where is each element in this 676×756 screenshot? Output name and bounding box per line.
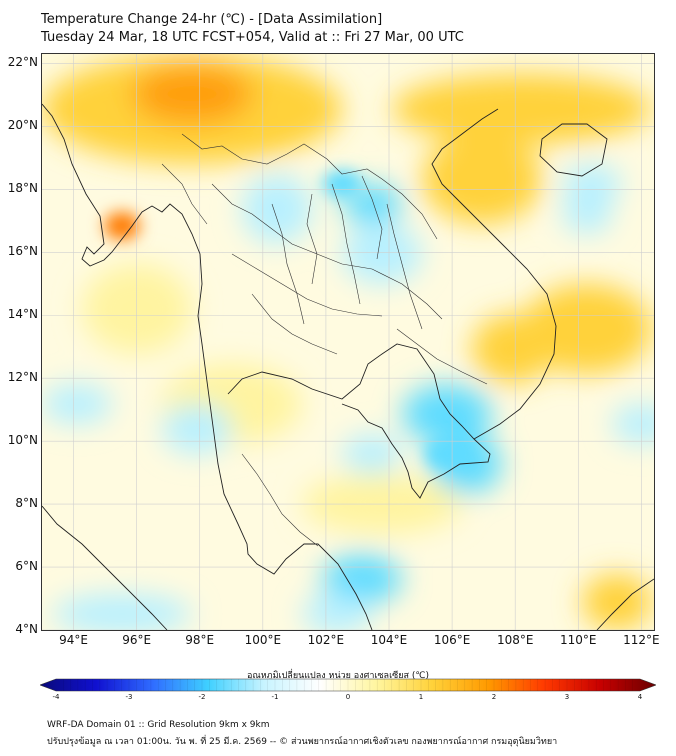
temperature-hotspots	[104, 170, 469, 470]
field-region-warm-1	[392, 74, 652, 144]
field-region-cool-light-20	[302, 594, 372, 630]
lat-label: 6°N	[15, 559, 38, 574]
coastlines-and-borders	[42, 103, 654, 630]
colorbar-tick-label: -4	[52, 693, 60, 701]
colorbar-tick-label: 0	[345, 693, 351, 701]
field-region-cool-light-16	[162, 404, 232, 454]
boundary-vertical-c	[386, 203, 423, 330]
boundary-vertical-e	[361, 175, 383, 260]
lat-label: 10°N	[7, 433, 38, 448]
lon-label: 108°E	[496, 633, 534, 647]
field-region-warm-5	[472, 314, 552, 384]
field-region-cool-10	[342, 184, 402, 224]
coastline-sumatra	[42, 505, 168, 630]
lon-label: 110°E	[560, 633, 597, 647]
field-hotspot-2	[425, 438, 469, 470]
colorbar-gradient	[40, 678, 656, 692]
field-region-warm-light-7	[82, 264, 192, 354]
lon-label: 96°E	[122, 633, 152, 647]
coastline-vietnam	[431, 108, 557, 440]
graticule	[42, 54, 654, 630]
colorbar	[40, 678, 656, 692]
colorbar-tick-label: -1	[271, 693, 279, 701]
lon-label: 106°E	[433, 633, 471, 647]
field-region-cool-light-21	[52, 594, 192, 630]
colorbar-tick-label: 4	[637, 693, 643, 701]
lon-label: 102°E	[307, 633, 345, 647]
field-region-cool-light-23	[562, 194, 612, 234]
lat-label: 12°N	[7, 370, 38, 385]
chart-title: Temperature Change 24-hr (℃) - [Data Ass…	[41, 12, 383, 27]
coastline-west-peninsula	[42, 103, 373, 630]
boundary-vertical-a	[271, 203, 305, 325]
lon-label: 94°E	[59, 633, 88, 647]
coastline-hainan	[539, 123, 608, 177]
field-region-cool-light-11	[342, 224, 422, 284]
boundary-south-central	[251, 293, 338, 355]
footer-model-info: WRF-DA Domain 01 :: Grid Resolution 9km …	[47, 720, 270, 730]
field-region-cool-19	[322, 554, 402, 604]
colorbar-tick-label: 3	[564, 693, 570, 701]
lat-label: 18°N	[7, 181, 38, 196]
field-region-cool-light-15	[342, 434, 402, 474]
boundary-myanmar	[161, 163, 208, 225]
coastline-gulf-east	[227, 343, 491, 499]
field-region-cool-light-17	[42, 384, 112, 424]
colorbar-tick-label: 1	[418, 693, 424, 701]
lon-label: 100°E	[244, 633, 282, 647]
field-hotspot-0	[104, 212, 140, 240]
lat-label: 8°N	[15, 496, 38, 511]
temperature-field	[42, 54, 654, 630]
lat-label: 4°N	[15, 622, 38, 636]
field-region-warm-strong-2	[132, 64, 252, 124]
lon-label: 112°E	[623, 633, 660, 647]
lat-label: 14°N	[7, 307, 38, 322]
colorbar-title: อุณหภูมิเปลี่ยนแปลง หน่วย องศาเซลเซียส (…	[246, 671, 430, 681]
province-boundaries	[161, 133, 488, 547]
boundary-vertical-b	[331, 183, 361, 305]
colorbar-tick-label: -2	[198, 693, 206, 701]
map-panel	[41, 53, 655, 631]
lat-label: 16°N	[7, 244, 38, 259]
chart-subtitle: Tuesday 24 Mar, 18 UTC FCST+054, Valid a…	[41, 30, 464, 45]
boundary-vertical-d	[306, 193, 318, 285]
field-region-cool-light-22	[562, 164, 622, 204]
boundary-mid	[231, 253, 383, 317]
boundary-cambodia	[396, 328, 488, 385]
colorbar-tick-label: 2	[491, 693, 497, 701]
boundary-north	[181, 133, 438, 240]
lon-label: 98°E	[185, 633, 215, 647]
lat-label: 22°N	[7, 55, 38, 70]
field-region-cool-light-12	[242, 174, 312, 244]
field-region-warm-6	[582, 574, 652, 630]
colorbar-tick-label: -3	[125, 693, 133, 701]
field-region-cool-light-18	[612, 404, 654, 444]
field-hotspot-1	[322, 170, 362, 198]
temperature-field-map	[42, 54, 654, 630]
lat-label: 20°N	[7, 118, 38, 133]
field-region-cool-13	[402, 384, 492, 444]
boundary-peninsula	[241, 453, 319, 547]
colorbar-divisions	[63, 679, 633, 691]
coastline-borneo	[596, 578, 654, 630]
lon-label: 104°E	[370, 633, 408, 647]
footer-credit: ปรับปรุงข้อมูล ณ เวลา 01:00น. วัน พ. ที่…	[47, 737, 558, 747]
